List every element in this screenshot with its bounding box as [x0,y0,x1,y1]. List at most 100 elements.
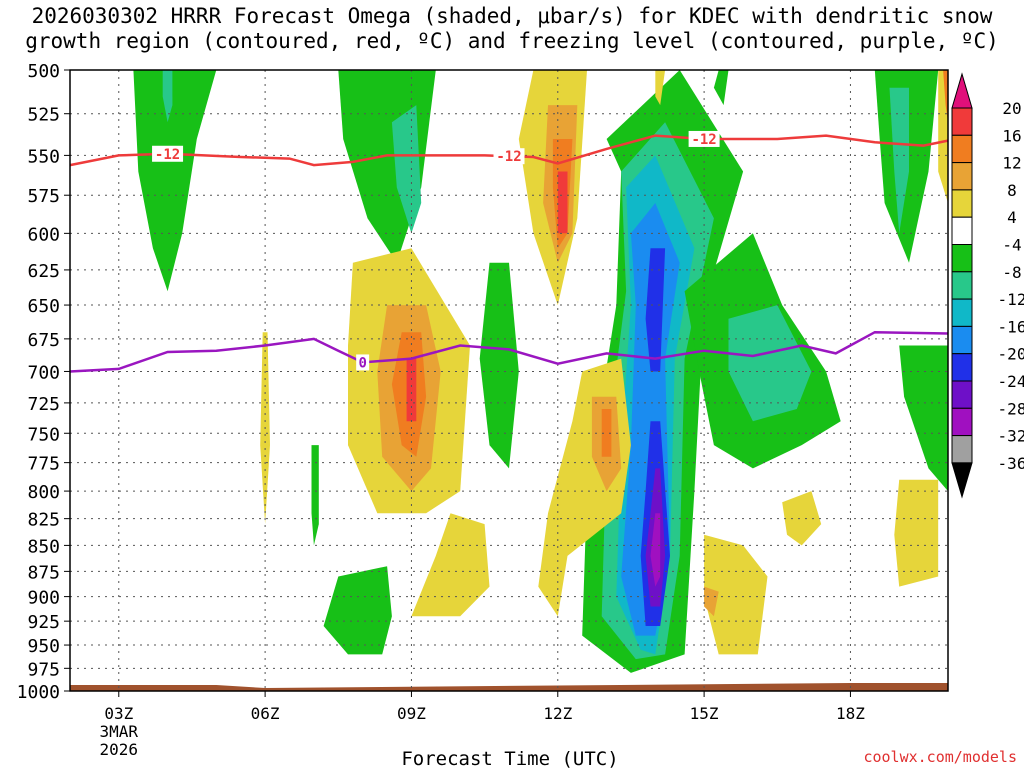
omega-shaded-region [311,445,319,546]
axes: 500 525 550 575 600 625 650 675 700 725 750 775 800 8… [17,61,949,759]
y-tick-label: 500 [27,61,60,82]
y-tick-label: 525 [27,105,60,126]
colorbar-label: -8 [1002,263,1021,282]
omega-shaded-region [889,87,909,234]
colorbar-bin [951,298,973,327]
omega-shaded-region [391,105,422,234]
omega-shaded-region [411,513,490,617]
colorbar-bin [951,353,973,382]
x-axis-label: Forecast Time (UTC) [401,748,618,768]
chart-title-line-1: 2026030302 HRRR Forecast Omega (shaded, … [31,4,993,28]
credit-label: coolwx.com/models [863,748,1017,766]
plot-frame [69,69,949,692]
omega-shaded-region [728,305,812,422]
omega-shaded-region [713,70,729,106]
y-tick-label: 650 [27,296,60,317]
plot-area: -12 -12 -12 0 [69,69,949,692]
colorbar-bin [951,407,973,437]
y-tick-label: 675 [27,330,60,351]
x-tick-label: 03Z [104,704,133,723]
y-tick-label: 600 [27,224,60,245]
y-tick-label: 550 [27,146,60,167]
colorbar-label: -16 [998,317,1024,336]
colorbar-bin [951,216,973,245]
colorbar-bin [951,134,973,164]
colorbar: 20 16 12 8 4 -4 -8 -12 -16 -20 -24 -28 -32 -36 [951,72,1024,499]
x-tick-date-label: 3MAR [100,722,139,741]
colorbar-label: 20 [1002,99,1021,118]
omega-shaded-region [479,262,519,469]
colorbar-bin [951,107,973,136]
y-tick-label: 850 [27,536,60,557]
y-tick-label: 725 [27,394,60,415]
omega-shaded-region [704,586,719,617]
y-tick-label: 800 [27,482,60,503]
colorbar-bottom-arrow [951,462,973,499]
omega-shaded-region [601,409,612,457]
x-tick-label: 12Z [543,704,572,723]
colorbar-bin [951,325,973,355]
colorbar-label: 12 [1002,154,1021,173]
x-tick-label: 09Z [397,704,426,723]
omega-shaded-region [899,345,948,492]
y-tick-label: 775 [27,454,60,475]
y-tick-label: 925 [27,612,60,633]
y-tick-label: 875 [27,562,60,583]
contour-label-background [688,130,720,147]
x-tick-label: 18Z [836,704,865,723]
y-tick-label: 625 [27,261,60,282]
y-tick-label: 950 [27,636,60,657]
omega-shaded-region [133,70,217,292]
colorbar-bin [951,380,973,409]
contour-label-background [356,354,370,371]
omega-shaded-region [406,358,417,422]
colorbar-bin [951,162,973,191]
colorbar-bin [951,435,973,464]
colorbar-label: -24 [998,372,1024,391]
colorbar-label: -36 [998,454,1024,473]
colorbar-label: -32 [998,427,1024,446]
omega-shaded-region [557,171,568,234]
colorbar-label: 4 [1007,208,1017,227]
omega-shaded-region [645,248,666,372]
y-tick-label: 575 [27,186,60,207]
contour-label-background [152,145,184,162]
y-tick-label: 1000 [17,682,60,703]
contour-label-background [493,148,525,165]
omega-shaded-region [894,479,939,587]
y-tick-label: 825 [27,510,60,531]
omega-shaded-region [162,70,173,123]
omega-shaded-region [655,70,666,106]
colorbar-label: 16 [1002,126,1021,145]
colorbar-top-arrow [951,72,973,109]
colorbar-label: 8 [1007,181,1017,200]
surface-terrain [70,683,948,691]
freezing-level-0C-contour [69,330,949,373]
y-tick-label: 900 [27,588,60,609]
colorbar-label: -28 [998,399,1024,418]
y-tick-label: 750 [27,424,60,445]
colorbar-label: -20 [998,345,1024,364]
dendritic-12C-label: -12 [496,149,521,165]
dendritic-12C-label: -12 [155,147,180,163]
colorbar-label: -4 [1002,236,1021,255]
omega-shaded-region [943,70,948,123]
y-tick-label: 700 [27,362,60,383]
x-tick-year-label: 2026 [100,740,139,759]
x-tick-label: 06Z [251,704,280,723]
colorbar-bin [951,189,973,218]
chart-title: 2026030302 HRRR Forecast Omega (shaded, … [0,4,1024,54]
x-tick-label: 15Z [690,704,719,723]
colorbar-bin [951,244,973,273]
colorbar-label: -12 [998,290,1024,309]
colorbar-bin [951,271,973,300]
omega-shaded-region [323,566,392,655]
y-tick-label: 975 [27,659,60,680]
chart-title-line-2: growth region (contoured, red, ºC) and f… [25,29,999,53]
omega-shaded-region [782,491,822,546]
omega-shaded-region [650,513,661,587]
dendritic-12C-label: -12 [691,132,716,148]
omega-shaded-region [704,534,768,655]
freezing-level-0C-label: 0 [358,355,366,371]
